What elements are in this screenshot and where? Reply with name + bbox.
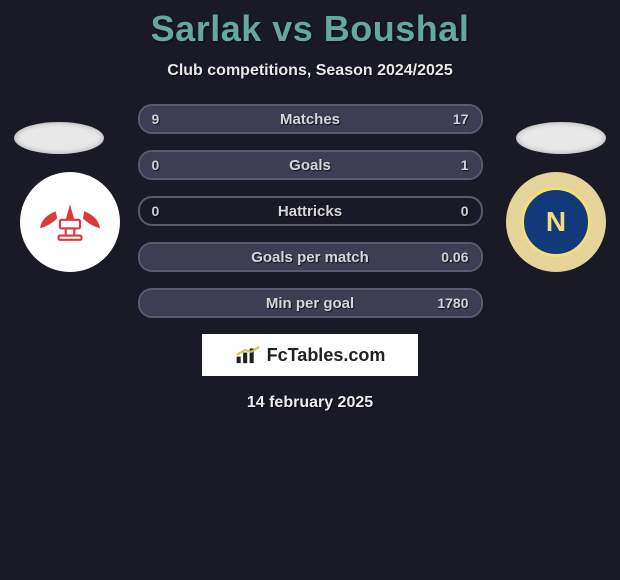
stat-row: 9 Matches 17 — [138, 104, 483, 134]
stats-rows: 9 Matches 17 0 Goals 1 0 Hattricks 0 Goals per ma… — [138, 104, 483, 318]
stat-label: Hattricks — [278, 203, 342, 220]
club-crest-right: N — [506, 172, 606, 272]
stats-card: Sarlak vs Boushal Club competitions, Sea… — [0, 0, 620, 450]
stat-row: 0 Hattricks 0 — [138, 196, 483, 226]
stat-value-left: 0 — [152, 203, 160, 219]
stat-value-right: 0 — [461, 203, 469, 219]
stat-value-left: 0 — [152, 157, 160, 173]
match-date: 14 february 2025 — [0, 394, 620, 412]
subtitle: Club competitions, Season 2024/2025 — [0, 62, 620, 80]
stat-value-right: 1 — [461, 157, 469, 173]
stat-value-right: 0.06 — [441, 249, 468, 265]
crest-monogram: N — [521, 187, 591, 257]
country-flag-left — [14, 122, 104, 154]
brand-badge: FcTables.com — [202, 334, 418, 376]
country-flag-right — [516, 122, 606, 154]
stat-label: Matches — [280, 111, 340, 128]
bar-chart-icon — [235, 345, 261, 365]
stat-value-right: 17 — [453, 111, 469, 127]
club-crest-left — [20, 172, 120, 272]
stat-value-left: 9 — [152, 111, 160, 127]
stat-row: Goals per match 0.06 — [138, 242, 483, 272]
stat-value-right: 1780 — [437, 295, 468, 311]
stat-row: 0 Goals 1 — [138, 150, 483, 180]
brand-label: FcTables.com — [267, 345, 386, 366]
stat-label: Min per goal — [266, 295, 354, 312]
stat-label: Goals per match — [251, 249, 369, 266]
page-title: Sarlak vs Boushal — [0, 0, 620, 50]
trophy-wings-icon — [34, 197, 106, 247]
stat-row: Min per goal 1780 — [138, 288, 483, 318]
stat-label: Goals — [289, 157, 331, 174]
